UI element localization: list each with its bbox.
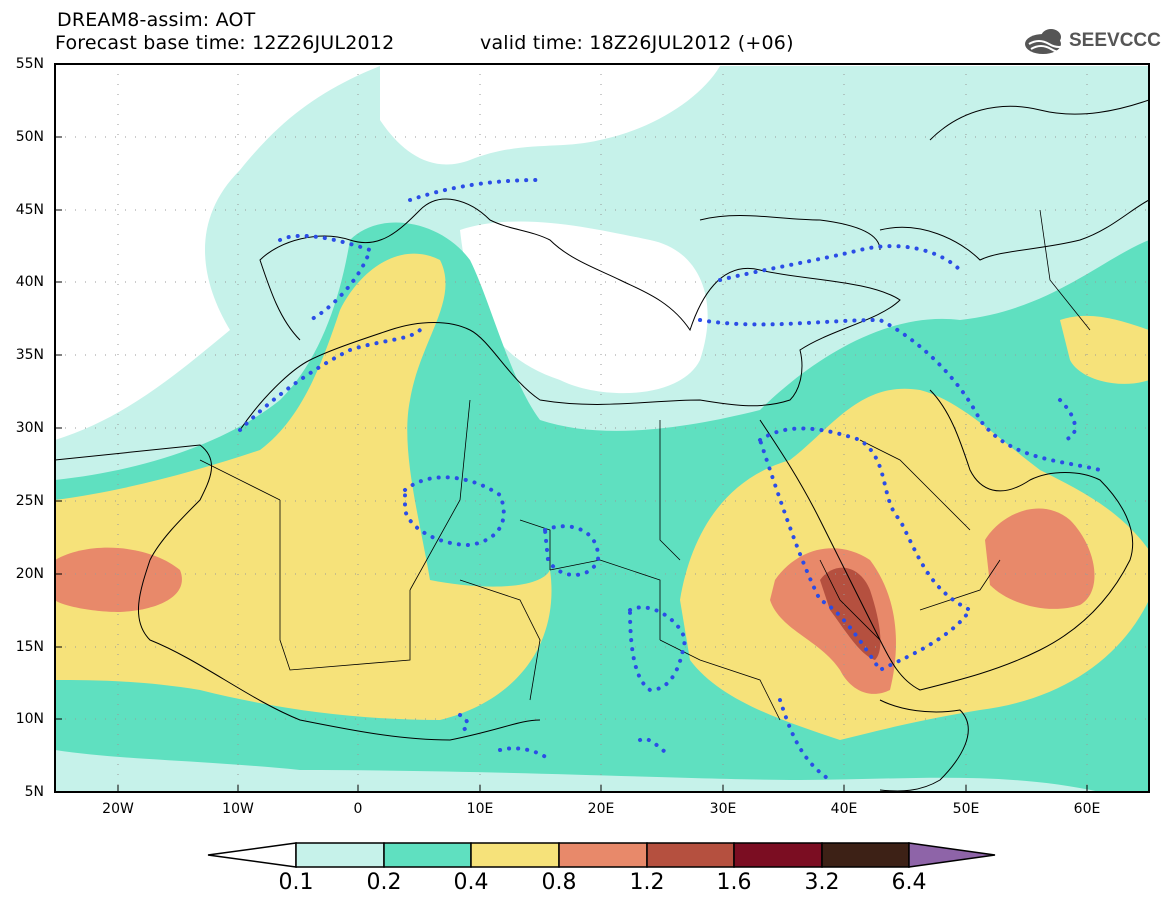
colorbar-label: 0.1	[278, 870, 314, 895]
cloud-icon	[1025, 29, 1070, 54]
colorbar-seg-7	[821, 842, 910, 868]
lon-label: 30E	[709, 801, 737, 817]
colorbar-label: 1.2	[629, 870, 665, 895]
lat-label: 45N	[15, 202, 44, 218]
colorbar-seg-4	[558, 842, 648, 868]
dotted-contours	[238, 178, 1102, 782]
lat-label: 20N	[15, 566, 44, 582]
lat-label: 15N	[15, 639, 44, 655]
lon-label: 20W	[102, 801, 134, 817]
aot-level-0.4-west	[55, 253, 552, 720]
chart-title: DREAM8-assim: AOT	[57, 9, 256, 31]
colorbar-label: 6.4	[891, 870, 927, 895]
colorbar-seg-2	[383, 842, 472, 868]
lat-label: 55N	[15, 56, 44, 72]
aot-level-0.8-senegal	[55, 547, 182, 612]
colorbar-seg-5	[646, 842, 735, 868]
colorbar-label: 0.2	[366, 870, 402, 895]
lat-label: 10N	[15, 711, 44, 727]
lat-label: 40N	[15, 274, 44, 290]
lat-label: 5N	[24, 784, 44, 800]
lat-label: 35N	[15, 347, 44, 363]
aot-level-0.8-arabia	[985, 508, 1095, 609]
lon-label: 40E	[830, 801, 858, 817]
lon-label: 10E	[466, 801, 494, 817]
lat-label: 25N	[15, 493, 44, 509]
lon-label: 10W	[222, 801, 254, 817]
lon-label: 60E	[1073, 801, 1101, 817]
colorbar	[207, 842, 996, 868]
aot-level-0.4-iran	[1060, 315, 1149, 384]
colorbar-upper-arrow	[908, 842, 996, 868]
valid-time: valid time: 18Z26JUL2012 (+06)	[480, 32, 794, 54]
lat-label: 30N	[15, 420, 44, 436]
lon-label: 0	[353, 801, 363, 817]
forecast-base-time: Forecast base time: 12Z26JUL2012	[55, 32, 395, 54]
clear-mediterranean	[460, 221, 708, 394]
logo-text: SEEVCCC	[1069, 30, 1161, 51]
clear-europe	[380, 66, 720, 165]
lat-label: 50N	[15, 129, 44, 145]
coastlines	[55, 99, 1149, 792]
colorbar-seg-3	[470, 842, 560, 868]
aot-level-0.4-east	[680, 388, 1149, 740]
colorbar-label: 3.2	[804, 870, 840, 895]
colorbar-lower-arrow	[207, 842, 297, 868]
colorbar-seg-1	[295, 842, 385, 868]
colorbar-label: 0.4	[453, 870, 489, 895]
colorbar-seg-6	[733, 842, 823, 868]
country-borders	[199, 209, 1091, 721]
seevccc-logo: SEEVCCC	[1021, 24, 1161, 58]
aot-field	[55, 64, 1149, 792]
lon-label: 50E	[952, 801, 980, 817]
colorbar-label: 1.6	[716, 870, 752, 895]
axis-ticks	[55, 136, 1088, 792]
colorbar-label: 0.8	[541, 870, 577, 895]
lon-label: 20E	[587, 801, 615, 817]
